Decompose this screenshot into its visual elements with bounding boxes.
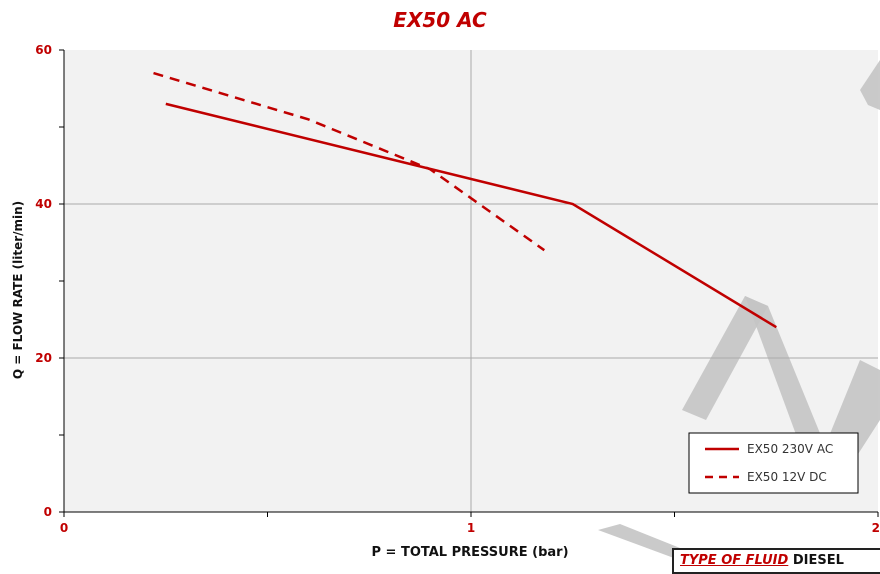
y-tick-label: 20 (35, 351, 52, 365)
x-axis-label: P = TOTAL PRESSURE (bar) (371, 545, 569, 560)
x-tick-label: 0 (60, 521, 68, 535)
x-tick-label: 2 (872, 521, 880, 535)
y-tick-label: 60 (35, 43, 52, 57)
y-tick-label: 40 (35, 197, 52, 211)
y-axis-label: Q = FLOW RATE (liter/min) (11, 200, 25, 380)
legend-label: EX50 12V DC (747, 470, 827, 484)
fluid-type-value: DIESEL (792, 553, 844, 568)
x-tick-label: 1 (467, 521, 475, 535)
series-line-2 (153, 71, 546, 252)
watermark-shape (860, 60, 880, 110)
legend-label: EX50 230V AC (747, 442, 833, 456)
chart-title: EX50 AC (393, 8, 487, 32)
legend-box (688, 432, 859, 494)
fluid-type-key: TYPE OF FLUID (680, 553, 789, 568)
y-tick-label: 0 (44, 505, 52, 519)
fluid-type-box: TYPE OF FLUID DIESEL (672, 548, 880, 574)
series-line-1 (165, 102, 777, 329)
